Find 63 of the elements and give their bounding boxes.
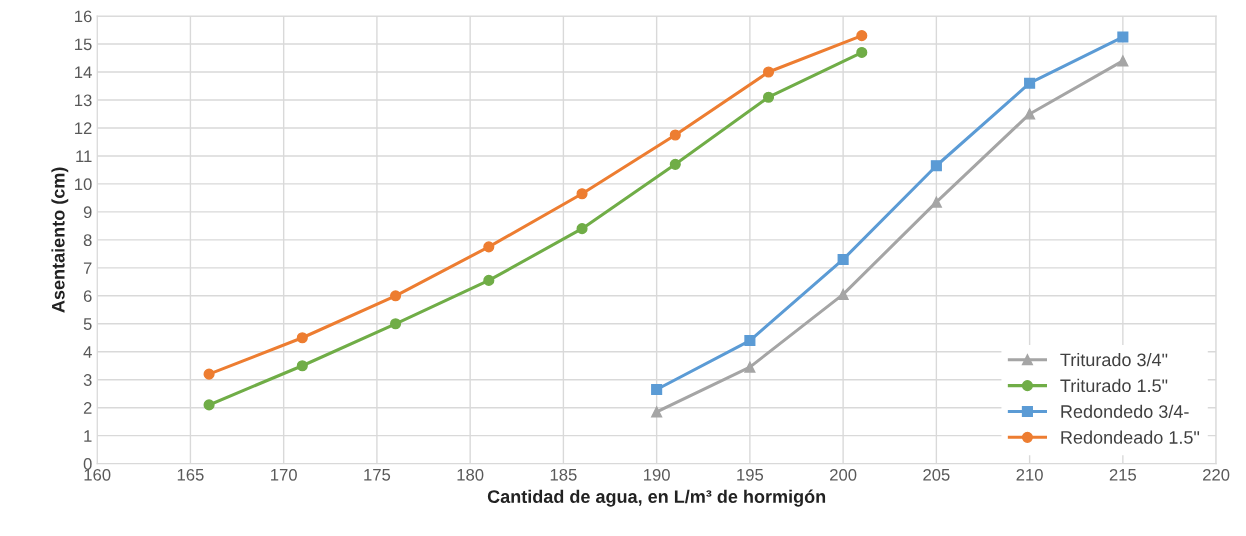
point bbox=[483, 274, 495, 286]
point bbox=[390, 290, 402, 302]
point bbox=[1117, 31, 1129, 43]
point bbox=[762, 91, 775, 103]
y-tick-label: 1 bbox=[84, 430, 92, 442]
y-tick-label: 11 bbox=[76, 150, 92, 162]
point bbox=[744, 335, 756, 347]
x-tick-label: 160 bbox=[84, 468, 111, 481]
point bbox=[651, 406, 663, 418]
y-tick-label: 9 bbox=[83, 206, 92, 219]
y-tick-label: 0 bbox=[83, 458, 92, 470]
point bbox=[390, 318, 402, 330]
y-tick-label: 4 bbox=[83, 346, 92, 358]
y-tick-label: 10 bbox=[75, 178, 92, 191]
y-tick-label: 12 bbox=[75, 122, 92, 135]
point bbox=[1024, 77, 1036, 89]
point bbox=[576, 188, 588, 200]
y-tick-label: 3 bbox=[83, 374, 92, 386]
x-tick-label: 190 bbox=[644, 468, 670, 481]
y-tick-label: 14 bbox=[75, 66, 92, 79]
x-tick-label: 210 bbox=[1016, 468, 1043, 481]
y-tick-label: 15 bbox=[75, 38, 92, 51]
y-tick-label: 2 bbox=[83, 402, 92, 414]
point bbox=[576, 223, 588, 235]
x-tick-label: 200 bbox=[830, 468, 857, 481]
y-axis-title: Asentaiento (cm) bbox=[51, 167, 69, 313]
y-tick-label: 8 bbox=[83, 234, 92, 247]
x-tick-label: 180 bbox=[457, 468, 484, 481]
point bbox=[744, 361, 756, 373]
y-tick-label: 7 bbox=[83, 262, 92, 274]
legend-label: Triturado 1.5" bbox=[1060, 378, 1168, 393]
point bbox=[296, 332, 308, 344]
y-tick-label: 5 bbox=[83, 318, 92, 330]
point bbox=[762, 66, 775, 78]
legend-label: Triturado 3/4" bbox=[1060, 352, 1168, 367]
point bbox=[837, 288, 849, 300]
point bbox=[1117, 55, 1129, 67]
point bbox=[483, 241, 495, 253]
point bbox=[669, 129, 681, 141]
x-tick-label: 175 bbox=[364, 469, 391, 481]
legend-label: Redondedo 3/4- bbox=[1061, 404, 1189, 418]
x-axis-title: Cantidad de agua, en L/m³ de hormigón bbox=[487, 489, 826, 507]
point bbox=[930, 160, 942, 172]
point bbox=[856, 30, 868, 42]
y-tick-label: 6 bbox=[83, 290, 92, 303]
point bbox=[296, 360, 308, 372]
x-tick-label: 165 bbox=[177, 468, 204, 481]
point bbox=[203, 368, 215, 380]
x-tick-label: 195 bbox=[737, 468, 764, 481]
x-tick-label: 215 bbox=[1109, 468, 1137, 481]
legend-label: Redondeado 1.5" bbox=[1061, 430, 1200, 444]
y-tick-label: 16 bbox=[75, 10, 92, 23]
x-tick-label: 185 bbox=[550, 468, 577, 481]
point bbox=[669, 158, 681, 170]
point bbox=[203, 399, 215, 411]
x-tick-label: 170 bbox=[271, 468, 297, 481]
point bbox=[856, 46, 868, 59]
x-tick-label: 205 bbox=[923, 468, 950, 481]
y-tick-label: 13 bbox=[75, 94, 92, 107]
point bbox=[1024, 108, 1036, 120]
point bbox=[651, 383, 663, 396]
point bbox=[837, 253, 849, 265]
x-tick-label: 220 bbox=[1203, 468, 1230, 481]
